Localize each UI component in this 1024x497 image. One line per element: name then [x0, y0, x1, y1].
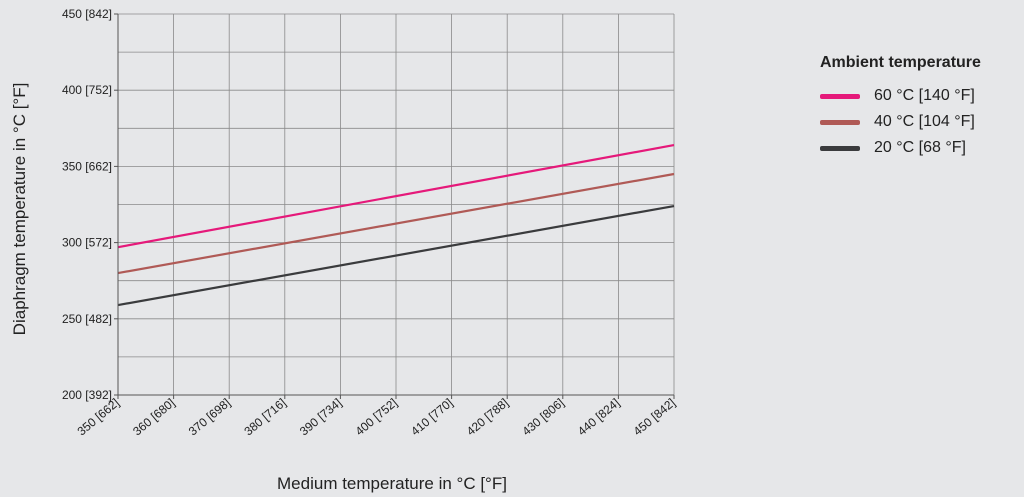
x-tick-label: 350 [662] — [75, 396, 122, 439]
y-tick-label: 250 [482] — [62, 312, 112, 326]
y-tick-label: 300 [572] — [62, 236, 112, 250]
legend-items: 60 °C [140 °F] 40 °C [104 °F] 20 °C [68 °F… — [820, 83, 981, 161]
x-tick-label: 440 [824] — [575, 396, 622, 439]
y-tick-label: 450 [842] — [62, 7, 112, 21]
x-tick-label: 420 [788] — [464, 396, 511, 439]
legend-title: Ambient temperature — [820, 54, 981, 71]
x-tick-label: 400 [752] — [353, 396, 400, 439]
legend-item: 40 °C [104 °F] — [820, 109, 981, 135]
legend-item: 20 °C [68 °F] — [820, 135, 981, 161]
legend-swatch — [820, 119, 860, 125]
y-axis-title: Diaphragm temperature in °C [°F] — [10, 83, 29, 336]
x-tick-labels: 350 [662] 360 [680] 370 [698] 380 [716] 390 … — [75, 395, 678, 438]
y-tick-label: 200 [392] — [62, 388, 112, 402]
x-tick-label: 380 [716] — [241, 396, 288, 439]
legend-item: 60 °C [140 °F] — [820, 83, 981, 109]
y-tick-label: 350 [662] — [62, 159, 112, 173]
legend-swatch — [820, 145, 860, 151]
series-line-2 — [117, 204, 675, 307]
x-tick-label: 370 [698] — [186, 396, 233, 439]
x-tick-label: 450 [842] — [631, 396, 678, 439]
legend-label: 20 °C [68 °F] — [874, 139, 966, 156]
x-tick-label: 390 [734] — [297, 396, 344, 439]
x-tick-label: 430 [806] — [519, 396, 566, 439]
legend-swatch — [820, 93, 860, 99]
legend-label: 60 °C [140 °F] — [874, 87, 975, 104]
y-tick-labels: 200 [392] 250 [482] 300 [572] 350 [662] 400 … — [62, 7, 118, 402]
series-line-0 — [117, 143, 675, 249]
y-tick-label: 400 [752] — [62, 83, 112, 97]
x-tick-label: 410 [770] — [408, 396, 455, 439]
x-axis-title: Medium temperature in °C [°F] — [277, 474, 507, 493]
grid — [117, 13, 675, 396]
series-line-1 — [117, 172, 675, 275]
legend: Ambient temperature 60 °C [140 °F] 40 °C … — [820, 54, 981, 161]
series-lines — [117, 143, 675, 307]
legend-label: 40 °C [104 °F] — [874, 113, 975, 130]
x-tick-label: 360 [680] — [130, 396, 177, 439]
